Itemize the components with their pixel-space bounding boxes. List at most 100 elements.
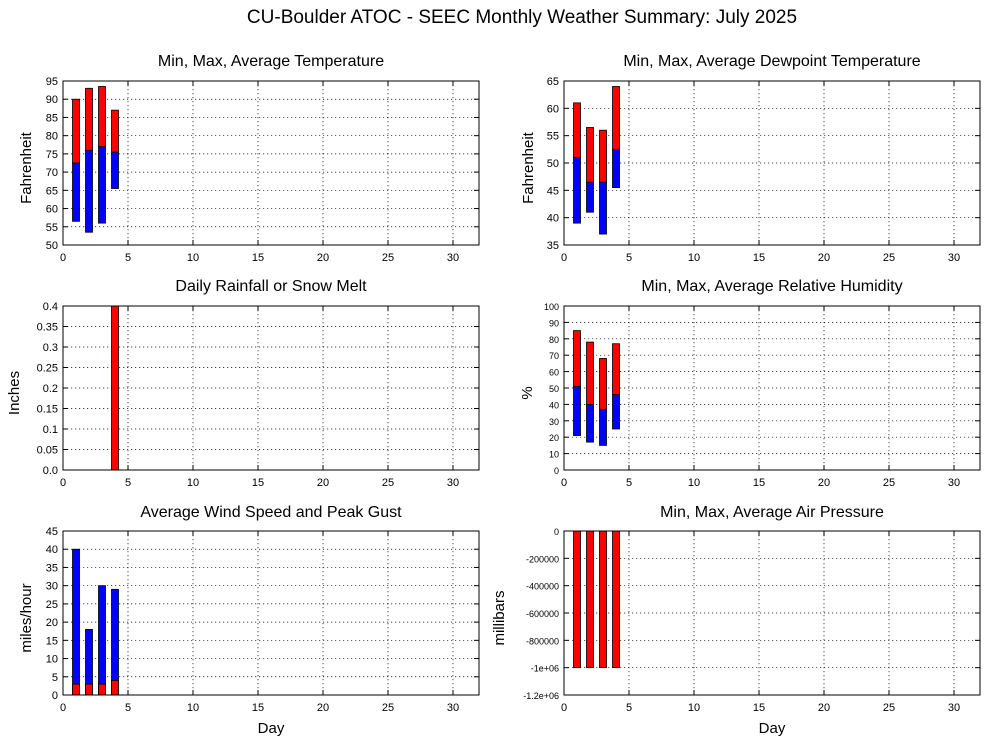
- pressure-xtick-label: 15: [753, 702, 765, 714]
- pressure-ytick-label: 0: [554, 527, 559, 537]
- wind-gust-bar: [72, 548, 80, 696]
- dewpoint-xtick-label: 20: [818, 252, 830, 264]
- temperature-high-bar: [72, 98, 80, 164]
- rainfall-frame: [62, 305, 480, 471]
- temperature-ytick-label: 75: [46, 149, 58, 161]
- humidity-xtick-label: 10: [688, 477, 700, 489]
- humidity-ylabel: %: [519, 386, 536, 399]
- humidity-low-bar: [573, 385, 581, 436]
- dewpoint-xtick-label: 15: [753, 252, 765, 264]
- pressure-bar: [599, 530, 607, 669]
- wind-xtick-label: 20: [317, 702, 329, 714]
- humidity-ytick-label: 70: [549, 351, 559, 361]
- pressure-ytick-label: -1e+06: [531, 664, 559, 674]
- dewpoint-xtick-label: 25: [883, 252, 895, 264]
- rainfall-ytick-label: 0.25: [37, 363, 58, 375]
- dewpoint-low-bar: [586, 181, 594, 213]
- chart-panels: Min, Max, Average Temperature50556065707…: [6, 53, 981, 737]
- humidity-ytick-label: 20: [549, 433, 559, 443]
- temperature-xtick-label: 15: [252, 252, 264, 264]
- humidity-low-bar: [612, 394, 620, 430]
- wind-ytick-label: 45: [46, 526, 58, 538]
- wind-avg-bar: [72, 683, 80, 696]
- pressure-xtick-label: 5: [626, 702, 632, 714]
- wind-xtick-label: 5: [125, 702, 131, 714]
- humidity-high-bar: [573, 330, 581, 387]
- wind-gust-bar: [111, 588, 119, 696]
- rainfall-ytick-label: 0.35: [37, 322, 58, 334]
- temperature-chart: Min, Max, Average Temperature50556065707…: [18, 53, 480, 264]
- humidity-high-bar: [586, 341, 594, 405]
- pressure-xtick-label: 20: [818, 702, 830, 714]
- temperature-xtick-label: 30: [447, 252, 459, 264]
- wind-ytick-label: 10: [46, 654, 58, 666]
- rainfall-xtick-label: 25: [382, 477, 394, 489]
- humidity-xtick-label: 20: [818, 477, 830, 489]
- rainfall-ytick-label: 0.3: [43, 342, 58, 354]
- rainfall-xtick-label: 15: [252, 477, 264, 489]
- wind-title: Average Wind Speed and Peak Gust: [140, 504, 402, 521]
- temperature-title: Min, Max, Average Temperature: [158, 53, 384, 70]
- wind-chart: Average Wind Speed and Peak Gust 0 5 10 15 20…: [18, 504, 480, 737]
- rainfall-ytick-label: 0.15: [37, 404, 58, 416]
- temperature-ytick-label: 95: [46, 76, 58, 88]
- humidity-low-bar: [599, 408, 607, 446]
- temperature-ytick-label: 60: [46, 204, 58, 216]
- humidity-ytick-label: 40: [549, 400, 559, 410]
- dewpoint-frame: [563, 80, 981, 246]
- dewpoint-ytick-label: 45: [547, 185, 559, 197]
- wind-ytick-label: 20: [46, 617, 58, 629]
- wind-ytick-label: 25: [46, 599, 58, 611]
- wind-ylabel: miles/hour: [18, 583, 35, 652]
- temperature-ytick-label: 50: [46, 240, 58, 252]
- wind-xtick-label: 10: [187, 702, 199, 714]
- temperature-low-bar: [98, 146, 106, 224]
- pressure-xlabel: Day: [759, 720, 786, 737]
- temperature-xtick-label: 25: [382, 252, 394, 264]
- wind-ytick-label: 30: [46, 581, 58, 593]
- dewpoint-low-bar: [573, 157, 581, 224]
- humidity-xtick-label: 15: [753, 477, 765, 489]
- dewpoint-title: Min, Max, Average Dewpoint Temperature: [623, 53, 920, 70]
- temperature-ytick-label: 85: [46, 112, 58, 124]
- rainfall-ytick-label: 0.4: [43, 301, 58, 313]
- pressure-ytick-label: -400000: [526, 582, 559, 592]
- rainfall-xtick-label: 20: [317, 477, 329, 489]
- humidity-ytick-label: 60: [549, 368, 559, 378]
- humidity-high-bar: [612, 343, 620, 395]
- humidity-ytick-label: 90: [549, 318, 559, 328]
- wind-xtick-label: 30: [447, 702, 459, 714]
- humidity-xtick-label: 0: [561, 477, 567, 489]
- pressure-ylabel: millibars: [491, 590, 508, 645]
- rainfall-xtick-label: 0: [60, 477, 66, 489]
- pressure-bar: [612, 530, 620, 669]
- wind-avg-bar: [85, 683, 93, 696]
- pressure-bar: [573, 530, 581, 669]
- humidity-high-bar: [599, 358, 607, 410]
- wind-avg-bar: [111, 680, 119, 696]
- temperature-xtick-label: 5: [125, 252, 131, 264]
- pressure-ytick-label: -800000: [526, 636, 559, 646]
- temperature-low-bar: [72, 162, 80, 222]
- pressure-ytick-label: -600000: [526, 609, 559, 619]
- pressure-xtick-label: 10: [688, 702, 700, 714]
- rainfall-xtick-label: 5: [125, 477, 131, 489]
- wind-ytick-label: 5: [52, 672, 58, 684]
- dewpoint-ytick-label: 65: [547, 76, 559, 88]
- pressure-xtick-label: 30: [948, 702, 960, 714]
- humidity-ytick-label: 50: [549, 384, 559, 394]
- temperature-low-bar: [111, 151, 119, 189]
- temperature-ytick-label: 80: [46, 131, 58, 143]
- rainfall-ylabel: Inches: [6, 371, 23, 415]
- humidity-ytick-label: 30: [549, 417, 559, 427]
- wind-avg-bar: [98, 683, 106, 696]
- temperature-high-bar: [111, 109, 119, 153]
- temperature-xtick-label: 20: [317, 252, 329, 264]
- wind-frame: [62, 530, 480, 696]
- pressure-chart: Min, Max, Average Air Pressure 0 -200000 -4…: [491, 504, 981, 737]
- dewpoint-ytick-label: 55: [547, 131, 559, 143]
- temperature-high-bar: [85, 87, 93, 151]
- temperature-frame: [62, 80, 480, 246]
- pressure-xtick-label: 0: [561, 702, 567, 714]
